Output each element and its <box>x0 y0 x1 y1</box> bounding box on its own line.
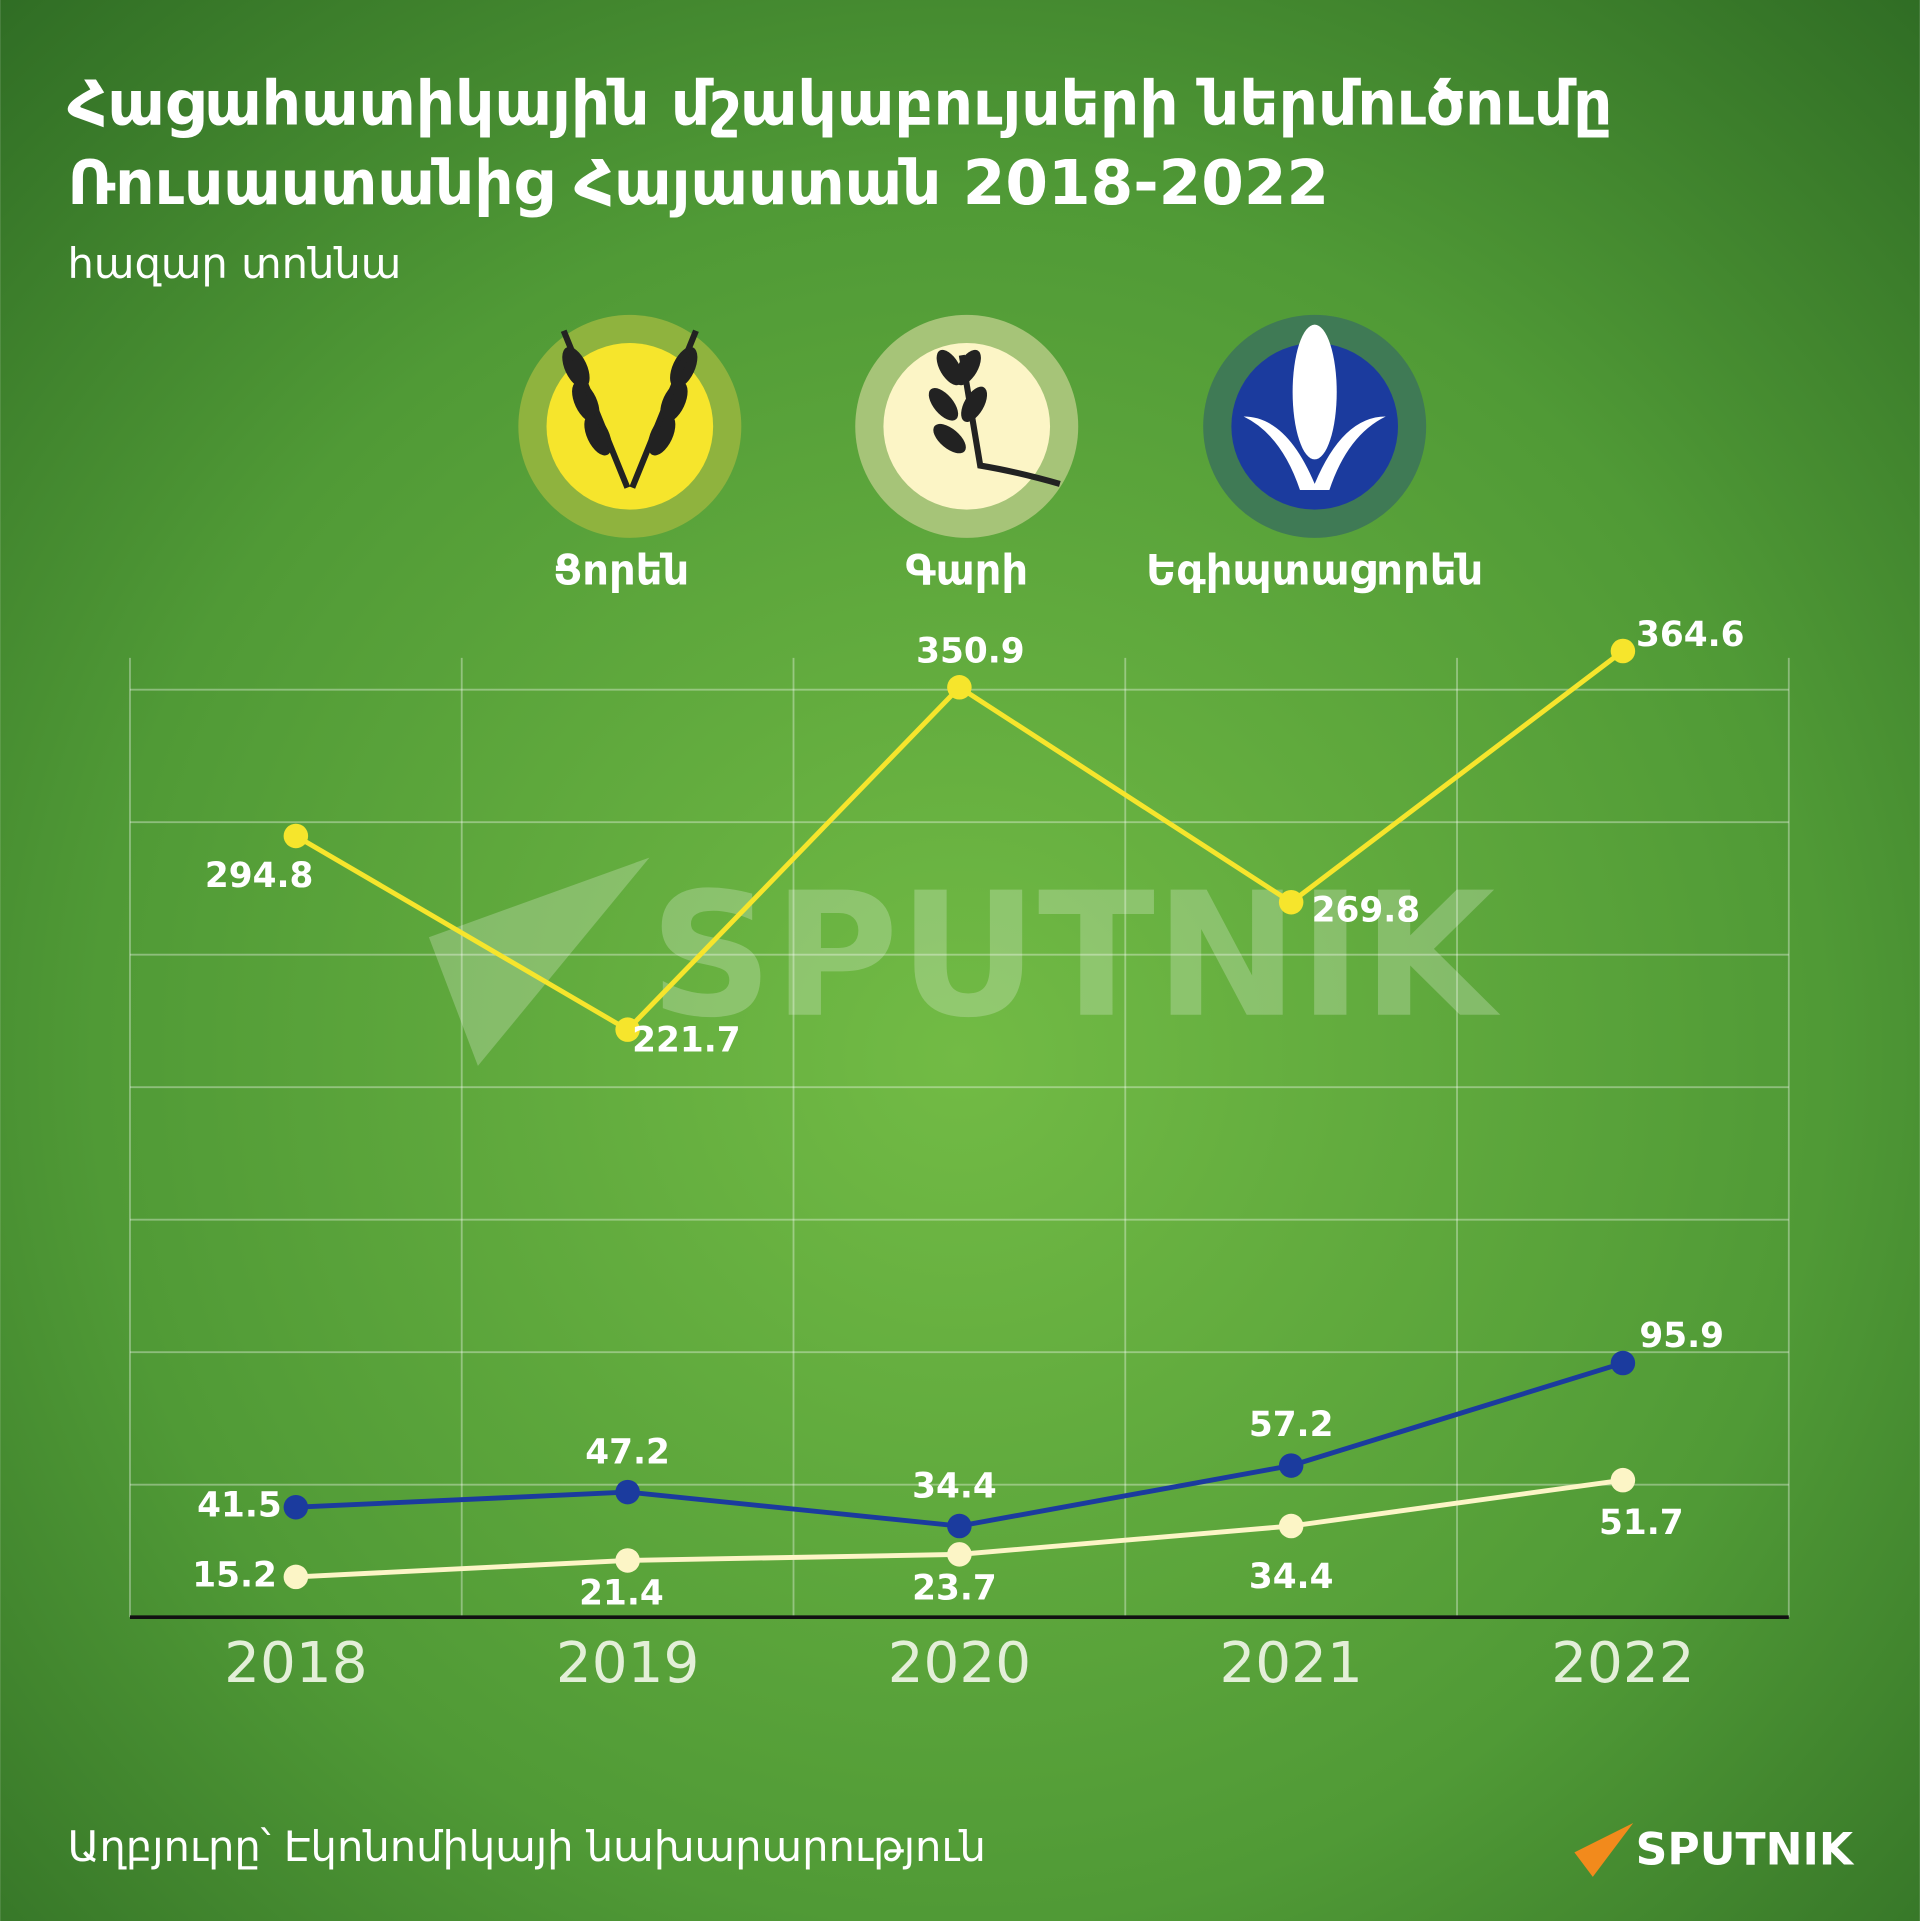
data-label: 269.8 <box>1312 891 1420 931</box>
icon-barley <box>855 314 1079 538</box>
plot-area: 2018 2019 2020 2021 2022 294.8 221.7 350.9 269.8… <box>129 615 1790 1696</box>
chart-title: Հացահատիկային մշակաբույսերի ներմուծումը <box>67 68 1612 139</box>
data-label: 21.4 <box>579 1573 664 1613</box>
data-point <box>1610 638 1636 664</box>
data-label: 294.8 <box>205 856 313 896</box>
icon-corn <box>1203 314 1427 538</box>
x-tick-label: 2021 <box>1219 1631 1362 1696</box>
data-label: 15.2 <box>192 1555 277 1595</box>
x-tick-label: 2022 <box>1551 1631 1694 1696</box>
data-point <box>283 823 309 849</box>
data-label: 51.7 <box>1599 1503 1684 1543</box>
legend-label: Գարի <box>905 545 1028 594</box>
data-point <box>615 1548 640 1573</box>
data-point <box>947 1513 972 1539</box>
chart-title: Ռուսաստանից Հայաստան 2018-2022 <box>67 148 1329 219</box>
watermark: SPUTNIK <box>428 857 1501 1066</box>
legend-label: Եգիպտացորեն <box>1146 545 1483 594</box>
data-point <box>615 1017 640 1042</box>
data-point <box>947 1542 972 1567</box>
data-point <box>1278 889 1304 915</box>
x-tick-label: 2020 <box>888 1631 1031 1696</box>
chart-subtitle: հազար տոննա <box>67 239 401 288</box>
data-label: 350.9 <box>916 632 1024 672</box>
data-label: 57.2 <box>1249 1405 1334 1445</box>
data-label: 364.6 <box>1636 615 1744 655</box>
x-tick-label: 2018 <box>224 1631 367 1696</box>
watermark-arrow <box>428 857 650 1066</box>
data-point <box>1610 1467 1636 1493</box>
data-point <box>1610 1350 1636 1376</box>
data-point <box>1278 1453 1304 1478</box>
data-label: 34.4 <box>912 1467 997 1507</box>
x-tick-label: 2019 <box>556 1631 699 1696</box>
data-label: 95.9 <box>1639 1316 1724 1356</box>
source: Աղբյուրը՝ Էկոնոմիկայի նախարարություն <box>67 1822 985 1871</box>
data-point <box>1278 1513 1304 1539</box>
logo: SPUTNIK <box>1636 1824 1855 1875</box>
data-point <box>615 1479 640 1505</box>
data-point <box>283 1494 309 1520</box>
data-point <box>283 1564 309 1590</box>
data-label: 34.4 <box>1249 1557 1334 1597</box>
logo-arrow <box>1574 1822 1634 1877</box>
data-label: 23.7 <box>912 1568 997 1608</box>
data-point <box>947 675 972 700</box>
data-label: 41.5 <box>197 1486 282 1526</box>
data-label: 47.2 <box>585 1433 670 1473</box>
watermark-text: SPUTNIK <box>649 857 1501 1056</box>
legend-label: Ցորեն <box>553 545 689 594</box>
data-label: 221.7 <box>632 1020 740 1060</box>
icon-wheat <box>518 314 742 538</box>
